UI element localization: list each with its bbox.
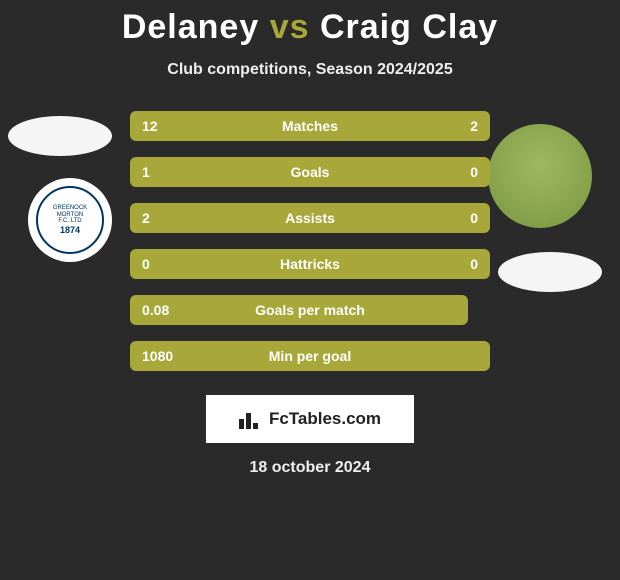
- badge-year: 1874: [60, 225, 80, 235]
- badge-name: GREENOCKMORTONF.C. LTD: [53, 205, 87, 225]
- stat-value-right: 0: [470, 256, 478, 272]
- fctables-icon: [239, 409, 263, 429]
- stat-value-left: 1: [142, 164, 150, 180]
- stat-bar-left: [130, 295, 468, 325]
- stat-value-left: 1080: [142, 348, 173, 364]
- vs-text: vs: [270, 8, 310, 46]
- stat-value-left: 2: [142, 210, 150, 226]
- stat-row: Min per goal1080: [130, 341, 490, 371]
- stat-row: Hattricks00: [130, 249, 490, 279]
- stat-value-right: 2: [470, 118, 478, 134]
- stat-bar: [130, 203, 490, 233]
- stat-value-right: 0: [470, 164, 478, 180]
- stat-row: Matches122: [130, 111, 490, 141]
- branding-badge: FcTables.com: [206, 395, 414, 443]
- stat-row: Goals10: [130, 157, 490, 187]
- stat-value-right: 0: [470, 210, 478, 226]
- stat-bar: [130, 111, 490, 141]
- stat-value-left: 0.08: [142, 302, 169, 318]
- date-text: 18 october 2024: [0, 459, 620, 477]
- stat-value-left: 0: [142, 256, 150, 272]
- player2-club-badge-placeholder: [498, 252, 602, 292]
- player2-photo: [488, 124, 592, 228]
- player1-club-badge: GREENOCKMORTONF.C. LTD 1874: [28, 178, 112, 262]
- subtitle: Club competitions, Season 2024/2025: [0, 61, 620, 79]
- stat-bar: [130, 157, 490, 187]
- stat-value-left: 12: [142, 118, 158, 134]
- stats-container: Matches122Goals10Assists20Hattricks00Goa…: [130, 111, 490, 371]
- stat-row: Assists20: [130, 203, 490, 233]
- page-title: Delaney vs Craig Clay: [0, 0, 620, 47]
- player1-name: Delaney: [122, 8, 259, 46]
- branding-text: FcTables.com: [269, 409, 381, 429]
- stat-bar: [130, 341, 490, 371]
- player2-name: Craig Clay: [320, 8, 498, 46]
- stat-row: Goals per match0.08: [130, 295, 490, 325]
- player1-photo-placeholder: [8, 116, 112, 156]
- stat-bar: [130, 249, 490, 279]
